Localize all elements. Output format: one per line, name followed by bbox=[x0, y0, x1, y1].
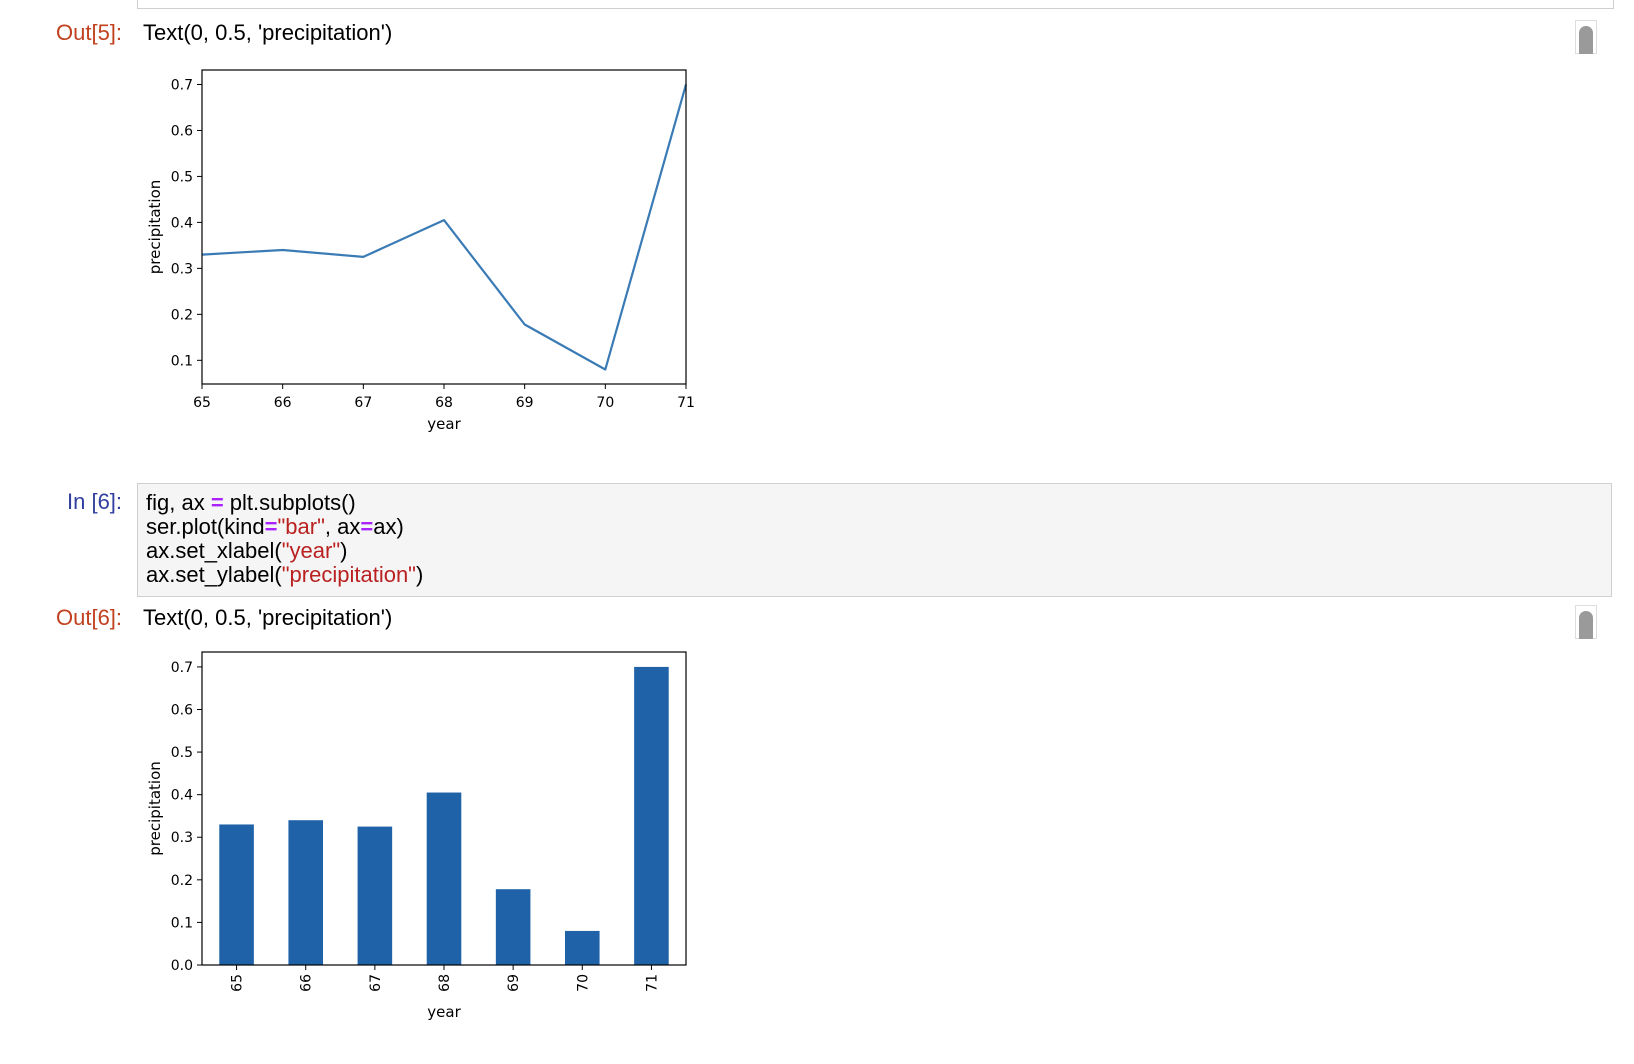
x-tick-label: 67 bbox=[354, 395, 372, 411]
code-token: ) bbox=[416, 562, 424, 587]
x-tick-label: 65 bbox=[193, 395, 211, 411]
y-tick-label: 0.7 bbox=[171, 77, 193, 93]
bar bbox=[288, 820, 323, 965]
plot-frame bbox=[201, 651, 687, 966]
x-axis-label: year bbox=[427, 1003, 461, 1021]
y-tick-label: 0.1 bbox=[171, 915, 193, 931]
y-tick-label: 0.2 bbox=[171, 873, 193, 889]
code-line: fig, ax = plt.subplots() bbox=[146, 491, 423, 515]
output-scroll-toggle-icon[interactable] bbox=[1575, 605, 1597, 639]
bar bbox=[357, 826, 393, 965]
code-token: plt.subplots() bbox=[223, 490, 356, 515]
plot-frame bbox=[201, 69, 687, 385]
x-axis-label: year bbox=[427, 415, 461, 433]
code-token: "precipitation" bbox=[281, 562, 416, 587]
x-tick-label: 69 bbox=[506, 974, 522, 992]
y-tick-label: 0.7 bbox=[171, 660, 193, 676]
x-tick-label: 69 bbox=[516, 395, 534, 411]
code-token: "year" bbox=[281, 538, 341, 563]
y-tick-label: 0.3 bbox=[171, 261, 193, 277]
code-token: ax.set_ylabel( bbox=[146, 562, 282, 587]
code-input-cell[interactable]: fig, ax = plt.subplots() ser.plot(kind="b… bbox=[137, 483, 1612, 597]
code-token: = bbox=[360, 514, 374, 539]
code-token: ) bbox=[340, 538, 348, 563]
y-tick-label: 0.2 bbox=[171, 307, 193, 323]
x-tick-label: 70 bbox=[596, 395, 614, 411]
y-tick-label: 0.1 bbox=[171, 353, 193, 369]
bar bbox=[219, 824, 254, 965]
bar bbox=[426, 792, 462, 965]
code-token: fig, ax bbox=[146, 490, 211, 515]
code-token: "bar" bbox=[277, 514, 325, 539]
code-token: ax.set_xlabel( bbox=[146, 538, 282, 563]
code-token: , ax bbox=[324, 514, 361, 539]
x-tick-label: 66 bbox=[299, 974, 315, 992]
y-tick-label: 0.3 bbox=[171, 830, 193, 846]
y-tick-label: 0.5 bbox=[171, 745, 193, 761]
output-text-6: Text(0, 0.5, 'precipitation') bbox=[143, 605, 393, 630]
series-line bbox=[201, 84, 688, 371]
output-prompt-6: Out[6]: bbox=[56, 605, 123, 630]
y-tick-label: 0.5 bbox=[171, 169, 193, 185]
x-tick-label: 68 bbox=[437, 974, 453, 992]
x-tick-label: 71 bbox=[677, 395, 695, 411]
x-tick-label: 65 bbox=[230, 974, 246, 992]
line-chart: 0.1 0.2 0.3 0.4 0.5 0.6 0.7 65 66 67 68 69 70 71 year p… bbox=[146, 69, 695, 433]
input-prompt-6: In [6]: bbox=[67, 489, 123, 514]
x-tick-label: 70 bbox=[575, 974, 591, 992]
y-axis-label: precipitation bbox=[146, 180, 164, 275]
y-axis-label: precipitation bbox=[146, 761, 164, 856]
code-token: = bbox=[264, 514, 278, 539]
code-line: ser.plot(kind="bar", ax=ax) bbox=[146, 515, 423, 539]
y-tick-label: 0.0 bbox=[171, 958, 193, 974]
code-editor[interactable]: fig, ax = plt.subplots() ser.plot(kind="b… bbox=[146, 491, 423, 587]
code-token: = bbox=[210, 490, 224, 515]
output-scroll-toggle-icon[interactable] bbox=[1575, 20, 1597, 54]
bar bbox=[565, 930, 600, 965]
y-tick-label: 0.4 bbox=[171, 215, 193, 231]
code-token: ax) bbox=[373, 514, 404, 539]
bar bbox=[495, 889, 531, 965]
y-tick-label: 0.6 bbox=[171, 123, 193, 139]
output-prompt-5: Out[5]: bbox=[56, 20, 123, 45]
x-tick-label: 71 bbox=[644, 974, 660, 992]
bar-chart: 0.0 0.1 0.2 0.3 0.4 0.5 0.6 0.7 65 66 67 68 69 70 71 ye… bbox=[146, 651, 687, 1021]
code-line: ax.set_ylabel("precipitation") bbox=[146, 563, 423, 587]
y-tick-label: 0.6 bbox=[171, 702, 193, 718]
code-token: ser.plot(kind bbox=[146, 514, 265, 539]
x-tick-label: 68 bbox=[435, 395, 453, 411]
x-tick-label: 67 bbox=[368, 974, 384, 992]
y-tick-label: 0.4 bbox=[171, 788, 193, 804]
bar bbox=[634, 666, 669, 965]
code-line: ax.set_xlabel("year") bbox=[146, 539, 423, 563]
output-text-5: Text(0, 0.5, 'precipitation') bbox=[143, 20, 393, 45]
x-tick-label: 66 bbox=[274, 395, 292, 411]
previous-cell-border bbox=[137, 0, 1614, 9]
